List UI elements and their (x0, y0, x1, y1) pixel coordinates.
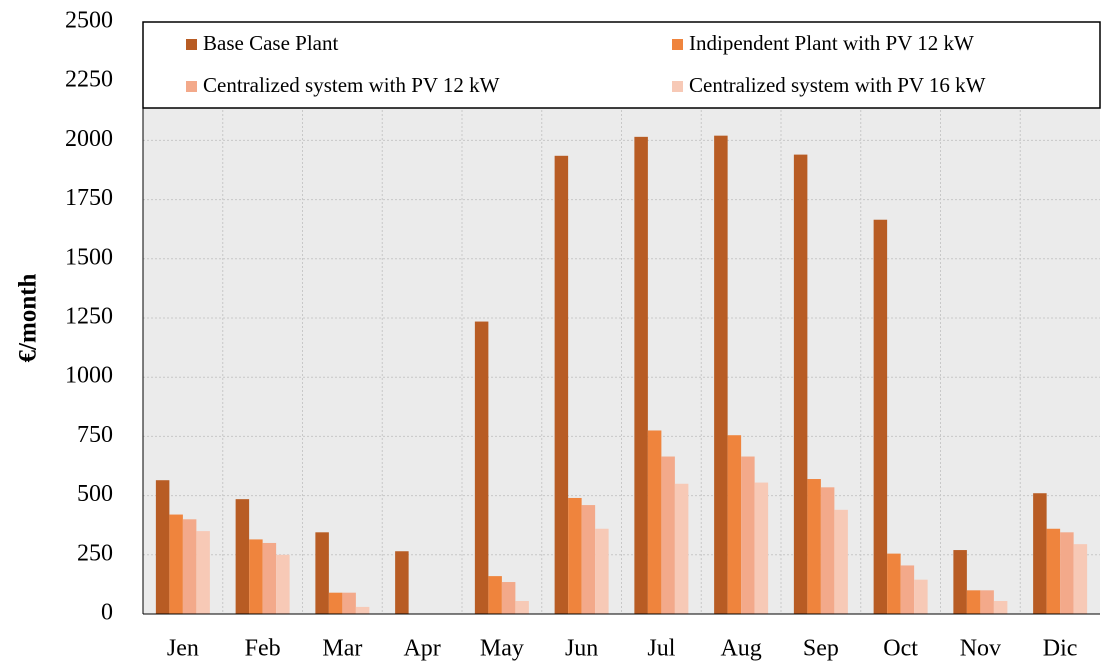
x-tick-label: Mar (322, 636, 362, 662)
y-tick-label: 0 (101, 600, 113, 626)
bar (661, 456, 675, 614)
bar (914, 579, 928, 614)
bar (581, 505, 596, 614)
legend-label: Centralized system with PV 12 kW (203, 73, 500, 97)
bar (980, 590, 994, 614)
bar (741, 456, 755, 614)
y-tick-label: 500 (77, 481, 113, 507)
bar (474, 321, 489, 614)
legend-swatch (672, 81, 683, 92)
y-tick-label: 2000 (65, 126, 113, 152)
bar (754, 482, 769, 614)
bar (395, 551, 409, 614)
legend-swatch (186, 39, 197, 50)
bar (315, 532, 329, 614)
bar (873, 219, 888, 614)
x-tick-label: Nov (960, 636, 1001, 662)
legend-swatch (186, 81, 197, 92)
bar (1060, 532, 1074, 614)
bar (488, 576, 502, 614)
x-tick-label: May (480, 636, 524, 662)
bar (1046, 528, 1061, 614)
bar (634, 136, 648, 614)
bar (674, 483, 689, 614)
x-tick-label: Aug (720, 636, 761, 662)
bar (953, 550, 967, 614)
y-tick-label: 2500 (65, 8, 113, 34)
legend-label: Base Case Plant (203, 31, 338, 55)
y-tick-label: 750 (77, 422, 113, 448)
x-tick-label: Oct (883, 636, 918, 662)
bar (714, 135, 728, 614)
legend-box (142, 21, 1101, 109)
bar (807, 479, 821, 614)
bar (595, 528, 609, 614)
bar (342, 592, 356, 614)
y-tick-label: 1250 (65, 304, 113, 330)
bar (727, 435, 742, 614)
bar (966, 590, 981, 614)
x-tick-label: Jen (167, 636, 199, 662)
bar (235, 499, 250, 614)
bar (355, 606, 370, 614)
bar (834, 509, 848, 614)
bar (820, 487, 835, 614)
x-tick-label: Apr (403, 636, 440, 662)
bar (182, 519, 197, 614)
x-tick-label: Sep (803, 636, 839, 662)
y-tick-label: 1000 (65, 363, 113, 389)
y-axis-label: €/month (15, 273, 42, 362)
y-tick-label: 2250 (65, 67, 113, 93)
y-tick-label: 1500 (65, 244, 113, 270)
legend-swatch (672, 39, 683, 50)
legend-label: Centralized system with PV 16 kW (689, 73, 986, 97)
bar (568, 497, 582, 614)
y-tick-label: 250 (77, 540, 113, 566)
bar (196, 531, 210, 614)
y-tick-label: 1750 (65, 185, 113, 211)
bar (1073, 544, 1088, 614)
x-tick-label: Dic (1043, 636, 1078, 662)
bar (501, 582, 516, 614)
bar (887, 553, 901, 614)
bar (276, 554, 290, 614)
bar (1033, 493, 1047, 614)
bar (993, 600, 1008, 614)
bar (900, 565, 915, 614)
bar (262, 542, 277, 614)
bar (515, 600, 529, 614)
x-tick-label: Jun (565, 636, 598, 662)
bar (328, 592, 343, 614)
bar (249, 539, 263, 614)
bar (793, 154, 808, 614)
bar (169, 514, 183, 614)
legend-label: Indipendent Plant with PV 12 kW (689, 31, 974, 55)
bar (155, 480, 170, 614)
x-tick-label: Feb (245, 636, 281, 662)
bar (554, 155, 569, 615)
bar (647, 430, 662, 614)
x-tick-label: Jul (647, 636, 675, 662)
